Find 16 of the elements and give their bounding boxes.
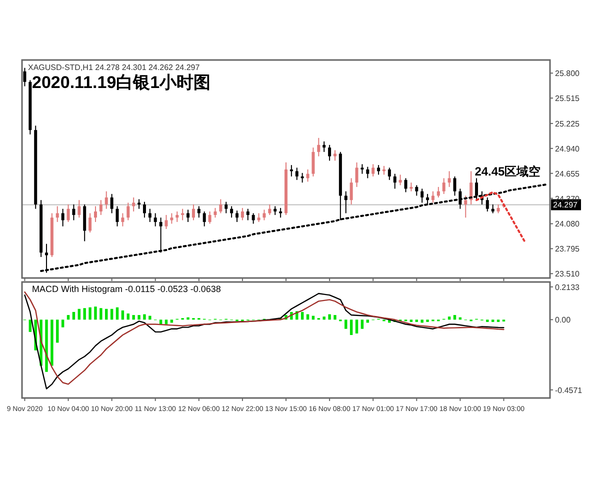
ref-line-label: 24.297 (553, 200, 578, 210)
y-tick-label: 23.795 (555, 244, 580, 254)
y-tick-label: 24.940 (555, 144, 580, 154)
y-tick-label: 25.225 (555, 119, 580, 128)
y-tick-label: 25.515 (555, 94, 580, 104)
y-tick-label: -0.4571 (555, 386, 583, 395)
text: 2020.11.19白银1小时图 (32, 73, 211, 92)
y-tick-label: 23.510 (555, 270, 580, 279)
y-tick-label: 24.080 (555, 220, 580, 229)
chart-title: MACD With Histogram -0.0115 -0.0523 -0.0638 (32, 284, 221, 294)
y-tick-label: 25.800 (555, 69, 580, 78)
chart-subtitle: XAGUSD-STD,H1 24.278 24.301 24.262 24.297 (28, 63, 200, 72)
y-tick-label: 0.2133 (555, 282, 580, 292)
y-tick-label: 24.655 (555, 169, 580, 178)
annotation: 24.45区域空 (474, 164, 541, 178)
y-tick-label: 0.00 (555, 316, 572, 325)
